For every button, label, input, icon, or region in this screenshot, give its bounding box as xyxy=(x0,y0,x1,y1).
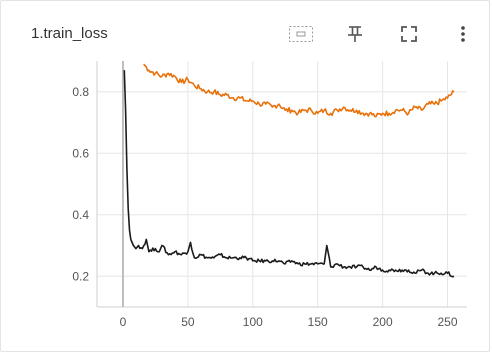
fullscreen-icon xyxy=(401,26,417,42)
chart-grid xyxy=(97,61,467,307)
y-tick-label: 0.2 xyxy=(72,269,89,283)
x-tick-label: 100 xyxy=(243,315,263,329)
pin-button[interactable] xyxy=(343,23,367,45)
series-line-1 xyxy=(123,70,455,278)
fullscreen-button[interactable] xyxy=(397,23,421,45)
more-options-button[interactable] xyxy=(453,23,473,45)
y-tick-label: 0.8 xyxy=(72,85,89,99)
more-vert-icon xyxy=(461,26,465,42)
chart-series xyxy=(123,63,455,278)
series-line-0 xyxy=(143,63,455,118)
x-tick-label: 50 xyxy=(181,315,195,329)
x-tick-label: 250 xyxy=(438,315,458,329)
card-title: 1.train_loss xyxy=(31,25,108,42)
pin-icon xyxy=(348,26,362,42)
x-tick-label: 150 xyxy=(308,315,328,329)
chart-tick-labels: 0 50 100 150 200 250 0.2 0.4 0.6 0.8 xyxy=(72,85,458,329)
y-tick-label: 0.4 xyxy=(72,208,89,222)
y-tick-label: 0.6 xyxy=(72,146,89,160)
x-tick-label: 200 xyxy=(373,315,393,329)
fit-domain-button[interactable] xyxy=(287,23,315,45)
x-tick-label: 0 xyxy=(120,315,127,329)
fit-domain-icon xyxy=(289,26,313,42)
chart-axes xyxy=(96,61,467,308)
